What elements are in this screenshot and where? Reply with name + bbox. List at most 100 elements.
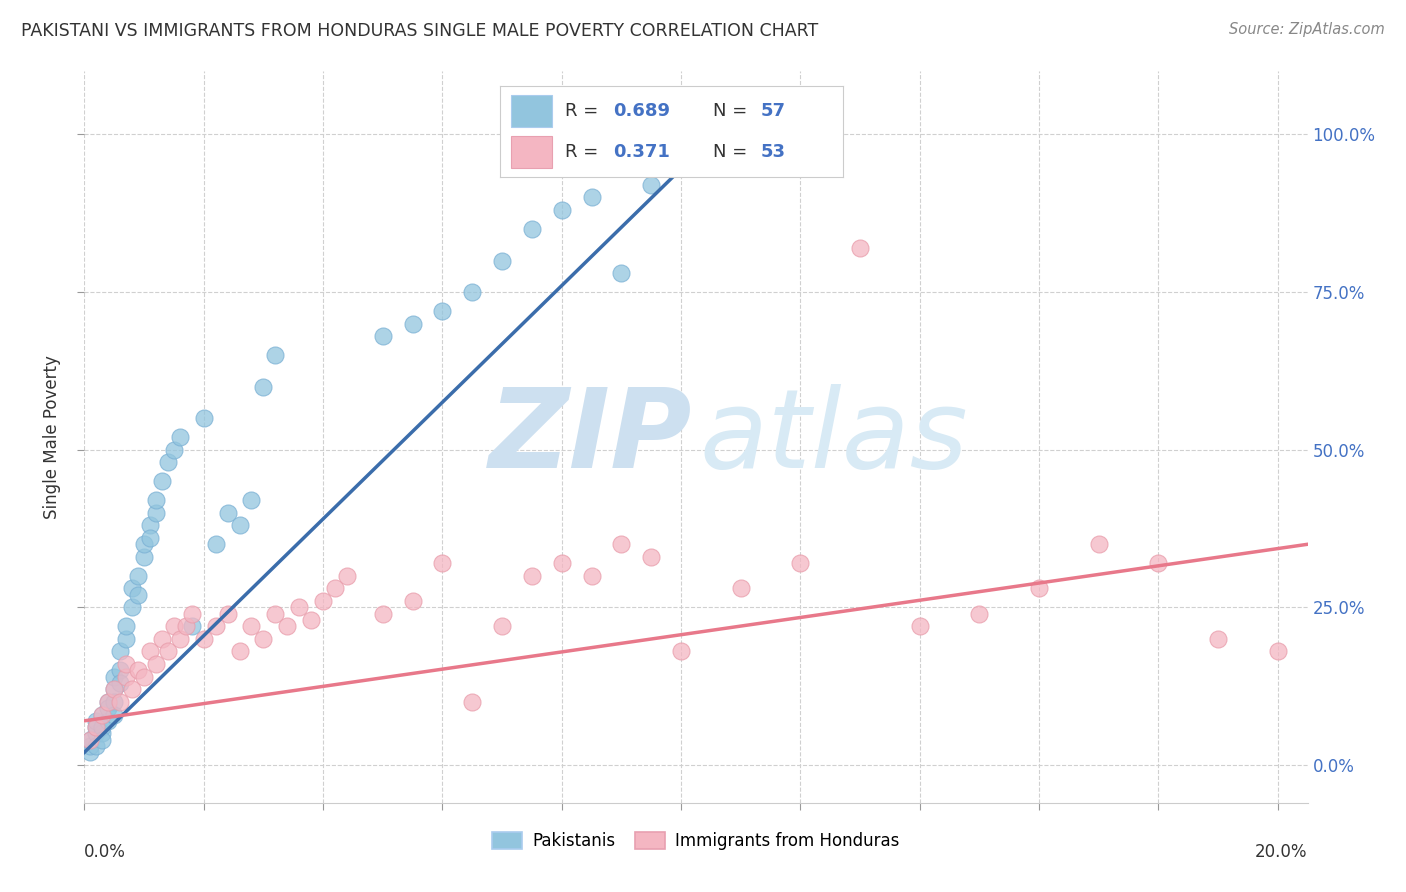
Point [103,695,125,709]
Point [1028,582,1050,596]
Point [127,569,149,583]
Point [91,732,114,747]
Point [150,474,173,488]
Point [108,695,131,709]
Point [103,682,125,697]
Point [79,732,101,747]
Point [610,537,633,551]
Point [849,241,872,255]
Point [115,619,138,633]
Point [180,619,202,633]
Point [84,714,107,728]
Point [371,329,394,343]
Point [240,619,263,633]
Point [217,607,239,621]
Point [669,159,692,173]
Point [969,607,991,621]
Point [520,222,543,236]
Point [669,644,692,658]
Point [91,726,114,740]
Point [252,632,274,646]
Point [91,720,114,734]
Point [640,549,662,564]
Text: 0.0%: 0.0% [84,843,127,861]
Point [108,664,131,678]
Point [180,607,202,621]
Point [132,537,155,551]
Point [323,582,346,596]
Point [139,531,162,545]
Text: PAKISTANI VS IMMIGRANTS FROM HONDURAS SINGLE MALE POVERTY CORRELATION CHART: PAKISTANI VS IMMIGRANTS FROM HONDURAS SI… [21,22,818,40]
Point [103,670,125,684]
Point [139,644,162,658]
Point [228,518,250,533]
Point [193,411,215,425]
Point [240,493,263,508]
Point [228,644,250,658]
Point [491,619,513,633]
Point [371,607,394,621]
Point [276,619,298,633]
Point [204,619,226,633]
Point [1267,644,1289,658]
Point [108,676,131,690]
Point [121,582,143,596]
Point [132,670,155,684]
Point [252,379,274,393]
Point [432,304,454,318]
Point [91,707,114,722]
Point [174,619,197,633]
Point [640,178,662,192]
Legend: Pakistanis, Immigrants from Honduras: Pakistanis, Immigrants from Honduras [485,825,907,856]
Point [115,657,138,671]
Point [193,632,215,646]
Point [79,745,101,759]
Point [461,285,484,299]
Text: ZIP: ZIP [489,384,692,491]
Point [312,594,335,608]
Y-axis label: Single Male Poverty: Single Male Poverty [44,355,62,519]
Point [121,682,143,697]
Point [336,569,359,583]
Point [97,714,120,728]
Point [145,657,167,671]
Point [730,582,752,596]
Point [169,632,191,646]
Point [204,537,226,551]
Point [1087,537,1109,551]
Point [299,613,322,627]
Point [789,556,811,570]
Point [97,701,120,715]
Point [103,682,125,697]
Point [97,695,120,709]
Point [127,664,149,678]
Point [217,506,239,520]
Text: atlas: atlas [700,384,969,491]
Point [127,588,149,602]
Point [115,632,138,646]
Point [700,128,723,142]
Point [79,732,101,747]
Point [163,619,186,633]
Point [461,695,484,709]
Point [150,632,173,646]
Point [581,569,603,583]
Point [401,594,423,608]
Point [84,739,107,753]
Point [163,442,186,457]
Point [115,670,138,684]
Point [401,317,423,331]
Point [288,600,311,615]
Point [1147,556,1170,570]
Point [491,253,513,268]
Point [264,607,287,621]
Point [91,707,114,722]
Point [145,493,167,508]
Point [139,518,162,533]
Text: 20.0%: 20.0% [1256,843,1308,861]
Text: Source: ZipAtlas.com: Source: ZipAtlas.com [1229,22,1385,37]
Point [169,430,191,444]
Point [79,739,101,753]
Point [520,569,543,583]
Point [132,549,155,564]
